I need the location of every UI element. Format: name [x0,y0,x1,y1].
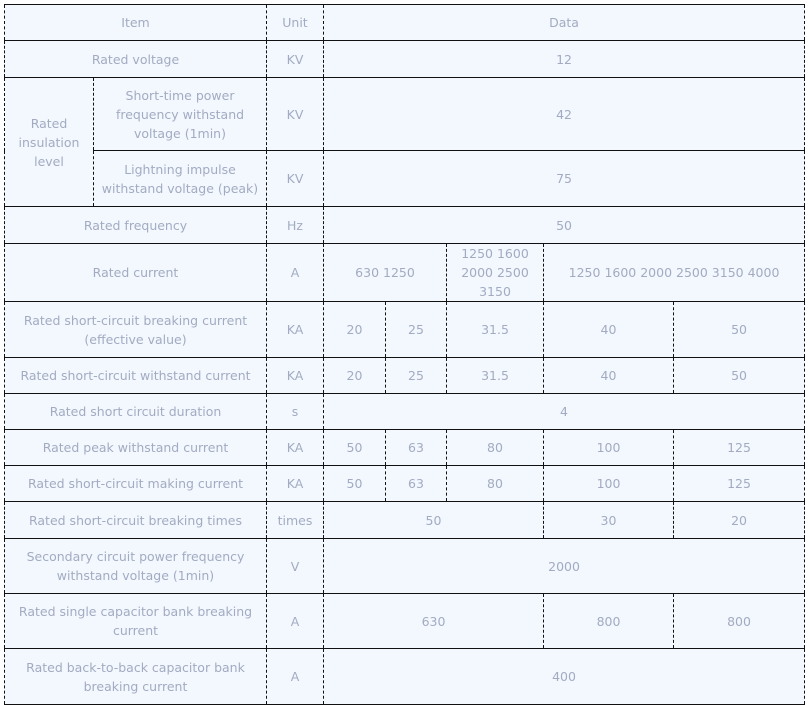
table-row: Rated short-circuit breaking times times… [4,501,806,539]
row-label: Rated voltage [4,40,267,78]
table-row: Rated back-to-back capacitor bank breaki… [4,648,806,705]
row-value: 63 [385,429,447,466]
row-label: Rated short-circuit breaking times [4,501,267,539]
row-value: 20 [323,357,386,394]
row-unit: A [266,648,324,705]
row-value: 75 [322,150,806,207]
row-label: Rated frequency [4,206,267,244]
row-value: 800 [543,593,674,649]
row-unit: V [266,538,324,594]
row-unit: KA [266,357,324,394]
row-value: 400 [322,648,806,705]
row-value: 50 [323,465,386,502]
table-row: Rated short-circuit making current KA 50… [4,465,806,502]
specs-table: Item Unit Data Rated voltage KV 12 Rated… [4,4,806,705]
row-label: Rated short-circuit withstand current [4,357,267,394]
row-value: 630 1250 [323,243,447,302]
table-row: Rated insulation level Short-time power … [4,77,806,207]
row-unit: s [266,393,324,430]
row-value: 100 [543,429,674,466]
table-row: Rated short circuit duration s 4 [4,393,806,430]
row-unit: KV [266,150,324,207]
row-value: 2000 [322,538,806,594]
row-value: 25 [385,301,447,358]
row-value: 1250 1600 2000 2500 3150 [446,243,544,302]
row-value: 800 [672,593,806,649]
row-label: Rated short-circuit making current [4,465,267,502]
table-row: Rated current A 630 1250 1250 1600 2000 … [4,243,806,302]
row-value: 50 [672,301,806,358]
row-value: 100 [543,465,674,502]
row-unit: KA [266,465,324,502]
row-label: Rated current [4,243,267,302]
row-value: 50 [323,429,386,466]
row-value: 12 [322,40,806,78]
row-value: 125 [672,429,806,466]
table-row: Rated short-circuit withstand current KA… [4,357,806,394]
row-unit: Hz [266,206,324,244]
row-value: 20 [672,501,806,539]
row-label: Rated back-to-back capacitor bank breaki… [4,648,267,705]
row-value: 31.5 [446,357,544,394]
row-value: 40 [543,357,674,394]
row-value: 31.5 [446,301,544,358]
row-label: Secondary circuit power frequency withst… [4,538,267,594]
table-row: Rated single capacitor bank breaking cur… [4,593,806,649]
row-label: Rated insulation level [4,77,94,207]
row-value: 80 [446,465,544,502]
row-sublabel: Lightning impulse withstand voltage (pea… [93,150,267,207]
row-value: 42 [322,77,806,151]
row-value: 30 [543,501,674,539]
row-unit: KA [266,301,324,358]
row-label: Rated peak withstand current [4,429,267,466]
row-value: 4 [322,393,806,430]
row-unit: KV [266,77,324,151]
table-row: Rated short-circuit breaking current (ef… [4,301,806,358]
table-row: Rated voltage KV 12 [4,40,806,78]
row-unit: A [266,593,324,649]
row-value: 50 [672,357,806,394]
row-label: Rated short-circuit breaking current (ef… [4,301,267,358]
header-unit: Unit [266,4,324,41]
row-value: 20 [323,301,386,358]
row-value: 63 [385,465,447,502]
header-data: Data [322,4,806,41]
table-row: Lightning impulse withstand voltage (pea… [5,150,806,207]
row-value: 125 [672,465,806,502]
row-value: 25 [385,357,447,394]
table-row: Rated frequency Hz 50 [4,206,806,244]
row-value: 630 [323,593,544,649]
row-value: 50 [322,206,806,244]
row-label: Rated short circuit duration [4,393,267,430]
row-unit: A [266,243,324,302]
table-row: Secondary circuit power frequency withst… [4,538,806,594]
header-item: Item [4,4,267,41]
table-row: Rated peak withstand current KA 50 63 80… [4,429,806,466]
row-value: 80 [446,429,544,466]
row-value: 1250 1600 2000 2500 3150 4000 [542,243,806,302]
row-label: Rated single capacitor bank breaking cur… [4,593,267,649]
row-value: 40 [543,301,674,358]
row-unit: KA [266,429,324,466]
row-sublabel: Short-time power frequency withstand vol… [93,77,267,151]
row-unit: KV [266,40,324,78]
header-row: Item Unit Data [4,4,806,41]
row-value: 50 [323,501,544,539]
row-unit: times [266,501,324,539]
